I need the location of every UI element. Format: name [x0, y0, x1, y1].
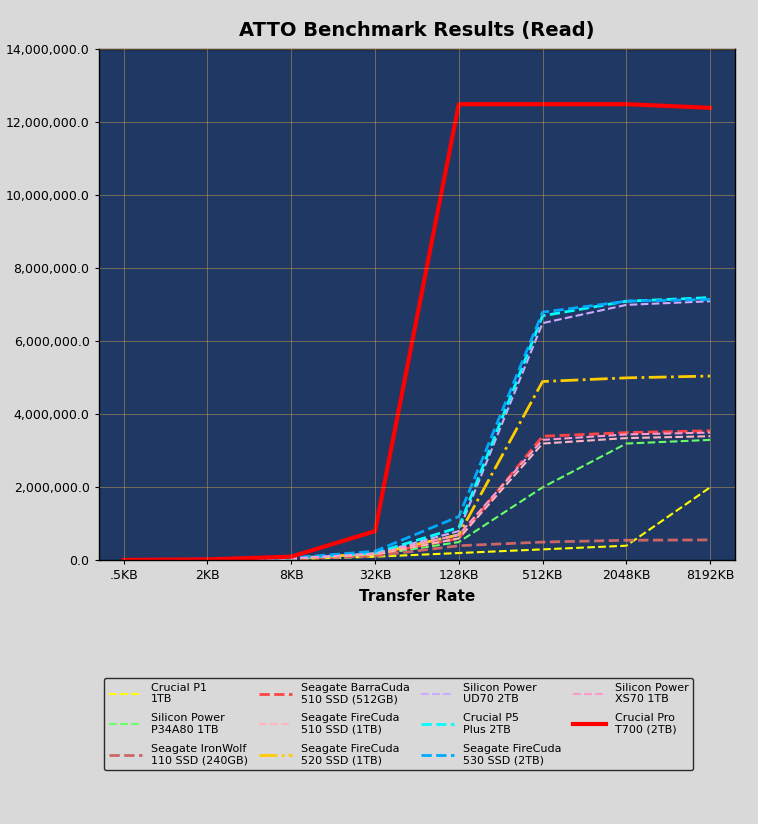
X-axis label: Transfer Rate: Transfer Rate: [359, 589, 475, 604]
Title: ATTO Benchmark Results (Read): ATTO Benchmark Results (Read): [240, 21, 594, 40]
Legend: Crucial P1
1TB, Silicon Power
P34A80 1TB, Seagate IronWolf
110 SSD (240GB), Seag: Crucial P1 1TB, Silicon Power P34A80 1TB…: [104, 678, 694, 770]
